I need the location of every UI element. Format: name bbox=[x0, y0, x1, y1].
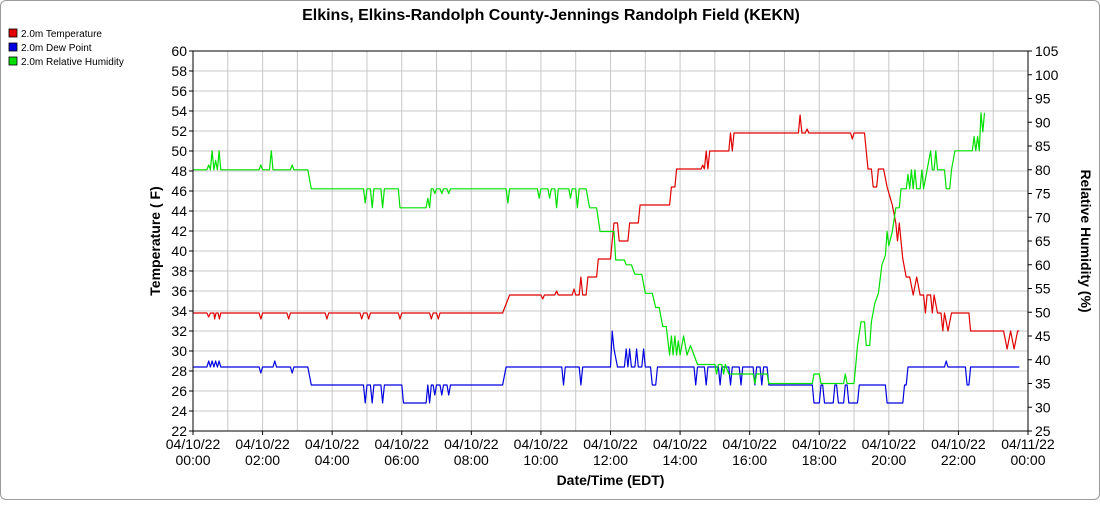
x-tick-date: 04/10/22 bbox=[514, 436, 569, 452]
left-tick-label: 46 bbox=[171, 183, 187, 199]
right-axis-title: Relative Humidity (%) bbox=[1078, 169, 1094, 312]
x-tick-date: 04/10/22 bbox=[792, 436, 847, 452]
x-tick-time: 20:00 bbox=[871, 452, 906, 468]
right-tick-label: 35 bbox=[1035, 376, 1051, 392]
series-layer bbox=[193, 112, 1020, 404]
legend-label: 2.0m Dew Point bbox=[21, 43, 92, 54]
right-tick-label: 95 bbox=[1035, 91, 1051, 107]
left-tick-label: 28 bbox=[171, 363, 187, 379]
x-tick-date: 04/11/22 bbox=[1001, 436, 1055, 452]
legend: 2.0m Temperature 2.0m Dew Point 2.0m Relat… bbox=[8, 28, 124, 68]
left-tick-label: 50 bbox=[171, 143, 187, 159]
x-tick-time: 00:00 bbox=[175, 452, 210, 468]
left-tick-label: 58 bbox=[171, 63, 187, 79]
x-tick-time: 06:00 bbox=[384, 452, 419, 468]
x-tick-date: 04/10/22 bbox=[583, 436, 638, 452]
left-axis-title: Temperature ( F) bbox=[147, 186, 163, 295]
left-tick-label: 42 bbox=[171, 223, 187, 239]
x-tick-time: 18:00 bbox=[802, 452, 837, 468]
right-tick-label: 60 bbox=[1035, 257, 1051, 273]
left-tick-label: 30 bbox=[171, 343, 187, 359]
x-tick-time: 10:00 bbox=[523, 452, 558, 468]
x-tick-date: 04/10/22 bbox=[444, 436, 499, 452]
x-tick-time: 08:00 bbox=[454, 452, 489, 468]
left-tick-label: 48 bbox=[171, 163, 187, 179]
left-tick-label: 32 bbox=[171, 323, 187, 339]
left-tick-label: 54 bbox=[171, 103, 187, 119]
left-tick-label: 36 bbox=[171, 283, 187, 299]
left-tick-label: 60 bbox=[171, 43, 187, 59]
left-tick-label: 26 bbox=[171, 383, 187, 399]
left-tick-label: 56 bbox=[171, 83, 187, 99]
x-tick-time: 04:00 bbox=[315, 452, 350, 468]
left-tick-label: 34 bbox=[171, 303, 187, 319]
left-tick-label: 44 bbox=[171, 203, 187, 219]
legend-label: 2.0m Relative Humidity bbox=[21, 57, 124, 68]
x-tick-time: 02:00 bbox=[245, 452, 280, 468]
right-tick-label: 40 bbox=[1035, 352, 1051, 368]
right-tick-label: 45 bbox=[1035, 328, 1051, 344]
x-tick-time: 14:00 bbox=[663, 452, 698, 468]
left-tick-label: 40 bbox=[171, 243, 187, 259]
x-tick-date: 04/10/22 bbox=[862, 436, 917, 452]
right-tick-label: 85 bbox=[1035, 138, 1051, 154]
x-tick-time: 16:00 bbox=[732, 452, 767, 468]
legend-swatch bbox=[8, 56, 18, 66]
right-tick-label: 75 bbox=[1035, 186, 1051, 202]
right-tick-label: 80 bbox=[1035, 162, 1051, 178]
x-axis-ticks: 04/10/2200:0004/10/2202:0004/10/2204:000… bbox=[166, 431, 1055, 468]
series-line-relative-humidity bbox=[193, 112, 986, 385]
right-tick-label: 90 bbox=[1035, 114, 1051, 130]
x-tick-date: 04/10/22 bbox=[235, 436, 290, 452]
left-tick-label: 52 bbox=[171, 123, 187, 139]
x-tick-time: 22:00 bbox=[941, 452, 976, 468]
x-tick-date: 04/10/22 bbox=[166, 436, 221, 452]
right-tick-label: 50 bbox=[1035, 304, 1051, 320]
left-tick-label: 22 bbox=[171, 423, 187, 439]
x-tick-date: 04/10/22 bbox=[722, 436, 777, 452]
grid-lines bbox=[192, 50, 1029, 432]
left-tick-label: 24 bbox=[171, 403, 187, 419]
x-axis-title: Date/Time (EDT) bbox=[557, 472, 665, 488]
legend-swatch bbox=[8, 28, 18, 38]
left-tick-label: 38 bbox=[171, 263, 187, 279]
x-tick-date: 04/10/22 bbox=[305, 436, 360, 452]
x-tick-time: 00:00 bbox=[1010, 452, 1045, 468]
x-tick-time: 12:00 bbox=[593, 452, 628, 468]
x-tick-date: 04/10/22 bbox=[931, 436, 986, 452]
right-tick-label: 30 bbox=[1035, 399, 1051, 415]
right-tick-label: 70 bbox=[1035, 209, 1051, 225]
legend-label: 2.0m Temperature bbox=[21, 29, 102, 40]
right-tick-label: 25 bbox=[1035, 423, 1051, 439]
left-axis-ticks: 22 24 26 28 30 32 34 36 38 40 42 44 46 48 50 52 54 56 58 60 bbox=[171, 43, 193, 439]
x-tick-date: 04/10/22 bbox=[653, 436, 708, 452]
series-line-temperature bbox=[193, 114, 1020, 350]
right-tick-label: 100 bbox=[1035, 67, 1059, 83]
chart-title: Elkins, Elkins-Randolph County-Jennings … bbox=[302, 7, 800, 24]
right-tick-label: 105 bbox=[1035, 43, 1059, 59]
right-axis-ticks: 25 30 35 40 45 50 55 60 65 70 75 80 85 90 95 100 105 bbox=[1028, 43, 1059, 439]
x-tick-date: 04/10/22 bbox=[375, 436, 430, 452]
right-tick-label: 65 bbox=[1035, 233, 1051, 249]
plot-border bbox=[192, 50, 1029, 432]
legend-swatch bbox=[8, 42, 18, 52]
right-tick-label: 55 bbox=[1035, 281, 1051, 297]
series-line-dew-point bbox=[193, 330, 1020, 404]
